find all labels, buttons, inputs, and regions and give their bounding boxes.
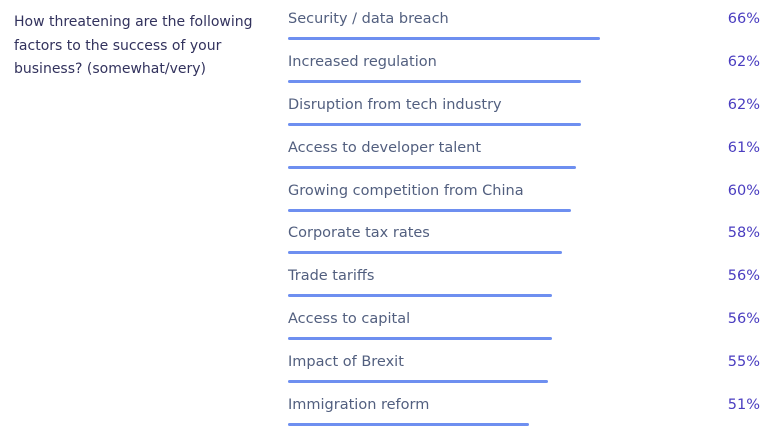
value-label: 66% — [727, 11, 760, 27]
bar — [288, 251, 562, 255]
bar — [288, 337, 553, 341]
bar — [288, 380, 548, 384]
category-label: Corporate tax rates — [288, 225, 430, 242]
category-label: Impact of Brexit — [288, 354, 404, 371]
bar — [288, 294, 553, 298]
value-label: 62% — [727, 53, 760, 70]
bar-row: Security / data breach 66% — [288, 0, 760, 43]
bar-chart: Security / data breach 66% Increased regul… — [288, 0, 760, 441]
bar — [288, 37, 600, 40]
value-label: 62% — [727, 96, 760, 113]
category-label: Trade tariffs — [288, 268, 375, 285]
category-label: Security / data breach — [288, 11, 449, 27]
bar-row: Growing competition from China 60% — [288, 172, 760, 215]
bar — [288, 423, 529, 427]
value-label: 51% — [727, 397, 760, 414]
chart-question: How threatening are the following factor… — [14, 14, 253, 77]
value-label: 56% — [727, 268, 760, 285]
value-label: 61% — [727, 139, 760, 156]
bar-row: Immigration reform 51% — [288, 386, 760, 429]
bar — [288, 165, 576, 169]
value-label: 56% — [727, 311, 760, 328]
category-label: Access to capital — [288, 311, 411, 328]
category-label: Growing competition from China — [288, 182, 524, 199]
bar-row: Access to developer talent 61% — [288, 129, 760, 172]
value-label: 60% — [727, 182, 760, 199]
bar-row: Impact of Brexit 55% — [288, 343, 760, 386]
bar-row: Trade tariffs 56% — [288, 257, 760, 300]
value-label: 55% — [727, 354, 760, 371]
bar — [288, 122, 581, 126]
category-label: Immigration reform — [288, 397, 430, 414]
bar — [288, 79, 581, 83]
bar-row: Corporate tax rates 58% — [288, 214, 760, 257]
bar-row: Access to capital 56% — [288, 300, 760, 343]
bar-row: Increased regulation 62% — [288, 43, 760, 86]
bar-row: Disruption from tech industry 62% — [288, 86, 760, 129]
value-label: 58% — [727, 225, 760, 242]
category-label: Access to developer talent — [288, 139, 482, 156]
bar — [288, 208, 572, 212]
category-label: Disruption from tech industry — [288, 96, 502, 113]
category-label: Increased regulation — [288, 53, 437, 70]
